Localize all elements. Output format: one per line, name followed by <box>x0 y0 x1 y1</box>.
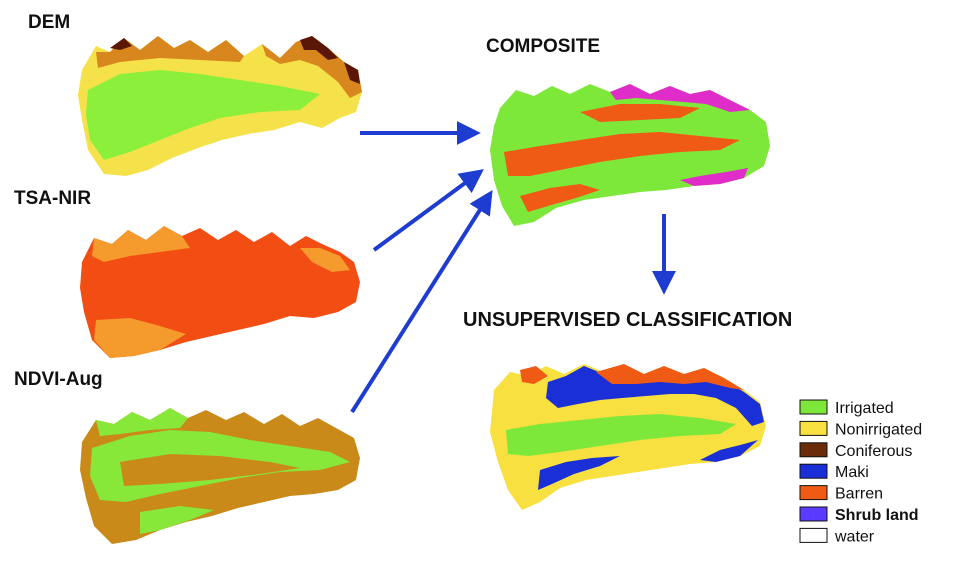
legend-label-barren: Barren <box>835 486 883 503</box>
ndvi-aug-label: NDVI-Aug <box>14 369 103 390</box>
legend-swatch-barren <box>799 485 828 501</box>
legend-label-water: water <box>834 528 875 545</box>
legend-label-maki: Maki <box>835 464 869 481</box>
arrow-ndvi-to-composite <box>350 189 493 414</box>
legend: Irrigated Nonirrigated Coniferous Maki Barre… <box>799 399 922 545</box>
classification-label: UNSUPERVISED CLASSIFICATION <box>463 309 792 331</box>
dem-label: DEM <box>28 12 70 33</box>
legend-swatch-coniferous <box>799 442 828 458</box>
legend-label-irrigated: Irrigated <box>835 400 894 417</box>
legend-swatch-shrub-land <box>799 506 828 522</box>
legend-swatch-maki <box>799 463 828 479</box>
tsa-nir-label: TSA-NIR <box>14 188 91 209</box>
dem-map <box>78 36 362 176</box>
classification-map <box>490 364 766 510</box>
legend-label-coniferous: Coniferous <box>835 443 912 460</box>
tsa-nir-map <box>80 226 360 358</box>
composite-map <box>490 84 770 226</box>
legend-swatch-nonirrigated <box>799 420 828 436</box>
ndvi-aug-map <box>80 408 360 544</box>
legend-swatch-irrigated <box>799 399 828 415</box>
arrow-nir-to-composite <box>372 169 484 252</box>
composite-label: COMPOSITE <box>486 36 600 57</box>
legend-label-shrub-land: Shrub land <box>835 507 919 524</box>
legend-swatch-water <box>799 527 828 543</box>
legend-label-nonirrigated: Nonirrigated <box>835 421 922 438</box>
